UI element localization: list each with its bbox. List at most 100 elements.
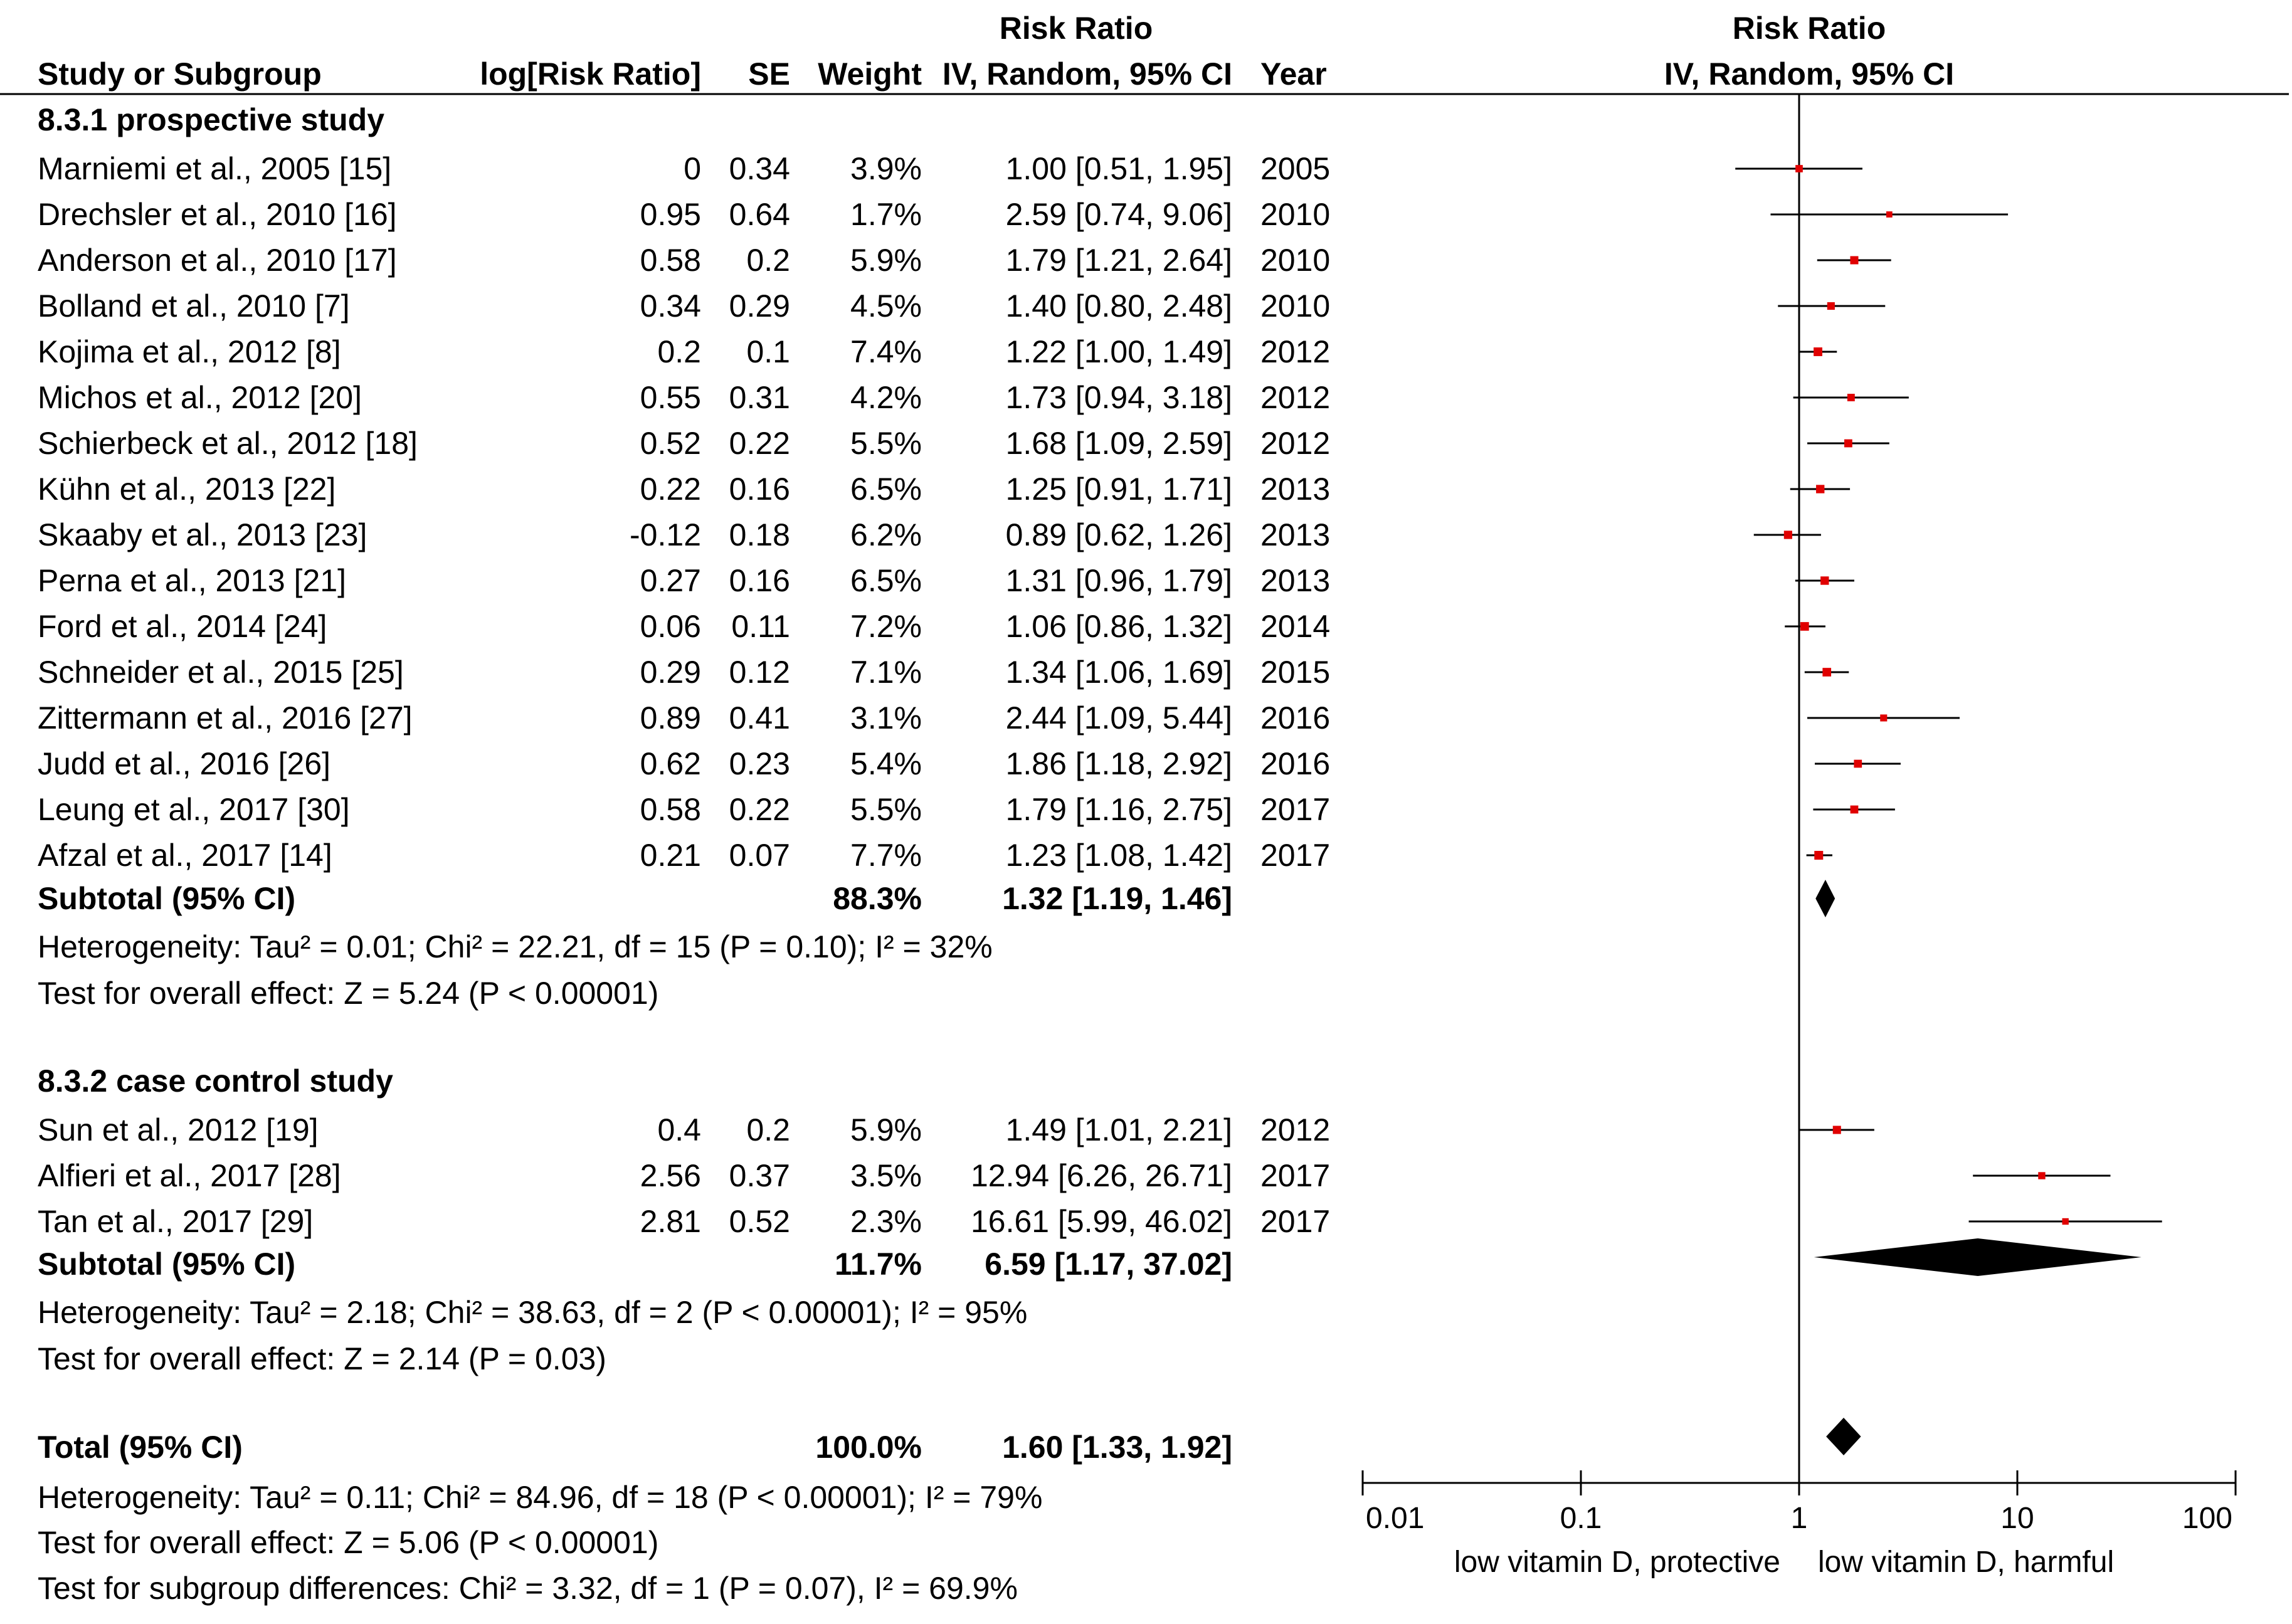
se-value-17: 0.37 [729, 1158, 790, 1193]
total-label: Total (95% CI) [38, 1430, 243, 1465]
se-value-4: 0.1 [746, 334, 790, 369]
study-name-6: Schierbeck et al., 2012 [18] [38, 426, 418, 461]
point-estimate-6 [1844, 439, 1852, 448]
logrr-value-7: 0.22 [640, 472, 701, 507]
total-weight: 100.0% [815, 1430, 922, 1465]
study-name-2: Anderson et al., 2010 [17] [38, 243, 397, 278]
study-name-13: Judd et al., 2016 [26] [38, 746, 330, 781]
point-estimate-3 [1827, 302, 1835, 310]
overall-effect-1: Test for overall effect: Z = 5.24 (P < 0… [38, 976, 658, 1011]
ci-value-12: 2.44 [1.09, 5.44] [1006, 700, 1232, 736]
weight-value-17: 3.5% [850, 1158, 922, 1193]
point-estimate-12 [1880, 714, 1888, 722]
ci-value-11: 1.34 [1.06, 1.69] [1006, 655, 1232, 690]
year-value-4: 2012 [1260, 334, 1330, 369]
se-value-3: 0.29 [729, 288, 790, 324]
weight-value-16: 5.9% [850, 1112, 922, 1147]
logrr-value-14: 0.58 [640, 792, 701, 827]
year-value-10: 2014 [1260, 609, 1330, 644]
se-value-14: 0.22 [729, 792, 790, 827]
se-value-1: 0.64 [729, 197, 790, 232]
study-name-12: Zittermann et al., 2016 [27] [38, 700, 413, 736]
point-estimate-16 [1832, 1126, 1841, 1134]
logrr-value-13: 0.62 [640, 746, 701, 781]
weight-value-2: 5.9% [850, 243, 922, 278]
logrr-value-6: 0.52 [640, 426, 701, 461]
year-value-2: 2010 [1260, 243, 1330, 278]
total-ci: 1.60 [1.33, 1.92] [1002, 1430, 1232, 1465]
header-logrr: log[Risk Ratio] [480, 56, 701, 92]
study-name-17: Alfieri et al., 2017 [28] [38, 1158, 341, 1193]
study-name-11: Schneider et al., 2015 [25] [38, 655, 404, 690]
logrr-value-12: 0.89 [640, 700, 701, 736]
se-value-12: 0.41 [729, 700, 790, 736]
plot-area: 0.01 0.1 1 10 100 low vitamin D, protective lo… [1361, 94, 2237, 1579]
weight-value-9: 6.5% [850, 563, 922, 598]
logrr-value-4: 0.2 [657, 334, 701, 369]
study-name-0: Marniemi et al., 2005 [15] [38, 151, 391, 186]
year-value-5: 2012 [1260, 380, 1330, 415]
logrr-value-18: 2.81 [640, 1204, 701, 1239]
logrr-value-0: 0 [684, 151, 701, 186]
header-risk-ratio-left: Risk Ratio [1000, 11, 1153, 46]
year-value-13: 2016 [1260, 746, 1330, 781]
subgroup-differences: Test for subgroup differences: Chi² = 3.… [38, 1571, 1018, 1606]
weight-value-11: 7.1% [850, 655, 922, 690]
point-estimate-18 [2062, 1218, 2069, 1225]
header-year: Year [1260, 56, 1327, 92]
subtotal-weight-2: 11.7% [835, 1247, 922, 1282]
weight-value-3: 4.5% [850, 288, 922, 324]
subtotal-weight-1: 88.3% [833, 881, 922, 916]
ci-value-17: 12.94 [6.26, 26.71] [971, 1158, 1232, 1193]
study-name-15: Afzal et al., 2017 [14] [38, 838, 332, 873]
ci-value-10: 1.06 [0.86, 1.32] [1006, 609, 1232, 644]
weight-value-10: 7.2% [850, 609, 922, 644]
year-value-6: 2012 [1260, 426, 1330, 461]
point-estimate-15 [1814, 851, 1824, 860]
year-value-9: 2013 [1260, 563, 1330, 598]
point-estimate-7 [1816, 485, 1825, 493]
point-estimate-10 [1800, 622, 1809, 631]
se-value-11: 0.12 [729, 655, 790, 690]
ci-value-5: 1.73 [0.94, 3.18] [1006, 380, 1232, 415]
total-heterogeneity: Heterogeneity: Tau² = 0.11; Chi² = 84.96… [38, 1480, 1042, 1515]
x-tick-label-2: 1 [1791, 1502, 1808, 1535]
x-tick-label-1: 0.1 [1560, 1502, 1602, 1535]
point-estimate-8 [1783, 530, 1792, 539]
weight-value-4: 7.4% [850, 334, 922, 369]
year-value-12: 2016 [1260, 700, 1330, 736]
header-weight: Weight [818, 56, 922, 92]
ci-value-1: 2.59 [0.74, 9.06] [1006, 197, 1232, 232]
ci-value-7: 1.25 [0.91, 1.71] [1006, 472, 1232, 507]
se-value-15: 0.07 [729, 838, 790, 873]
se-value-7: 0.16 [729, 472, 790, 507]
header-risk-ratio-right: Risk Ratio [1733, 11, 1886, 46]
subtotal-diamond-2 [1814, 1238, 2141, 1276]
year-value-8: 2013 [1260, 517, 1330, 552]
weight-value-13: 5.4% [850, 746, 922, 781]
x-label-protective: low vitamin D, protective [1454, 1546, 1780, 1579]
logrr-value-8: -0.12 [630, 517, 701, 552]
year-value-7: 2013 [1260, 472, 1330, 507]
ci-value-14: 1.79 [1.16, 2.75] [1006, 792, 1232, 827]
point-estimate-14 [1850, 805, 1859, 814]
year-value-18: 2017 [1260, 1204, 1330, 1239]
study-name-14: Leung et al., 2017 [30] [38, 792, 350, 827]
ci-value-8: 0.89 [0.62, 1.26] [1006, 517, 1232, 552]
point-estimate-2 [1850, 256, 1859, 265]
year-value-14: 2017 [1260, 792, 1330, 827]
point-estimate-9 [1820, 576, 1829, 585]
weight-value-0: 3.9% [850, 151, 922, 186]
point-estimate-0 [1795, 165, 1803, 172]
subtotal-label-2: Subtotal (95% CI) [38, 1247, 295, 1282]
ci-value-16: 1.49 [1.01, 2.21] [1006, 1112, 1232, 1147]
study-name-18: Tan et al., 2017 [29] [38, 1204, 313, 1239]
logrr-value-2: 0.58 [640, 243, 701, 278]
study-name-5: Michos et al., 2012 [20] [38, 380, 362, 415]
weight-value-6: 5.5% [850, 426, 922, 461]
year-value-11: 2015 [1260, 655, 1330, 690]
weight-value-8: 6.2% [850, 517, 922, 552]
point-estimate-17 [2038, 1172, 2046, 1179]
study-name-4: Kojima et al., 2012 [8] [38, 334, 341, 369]
